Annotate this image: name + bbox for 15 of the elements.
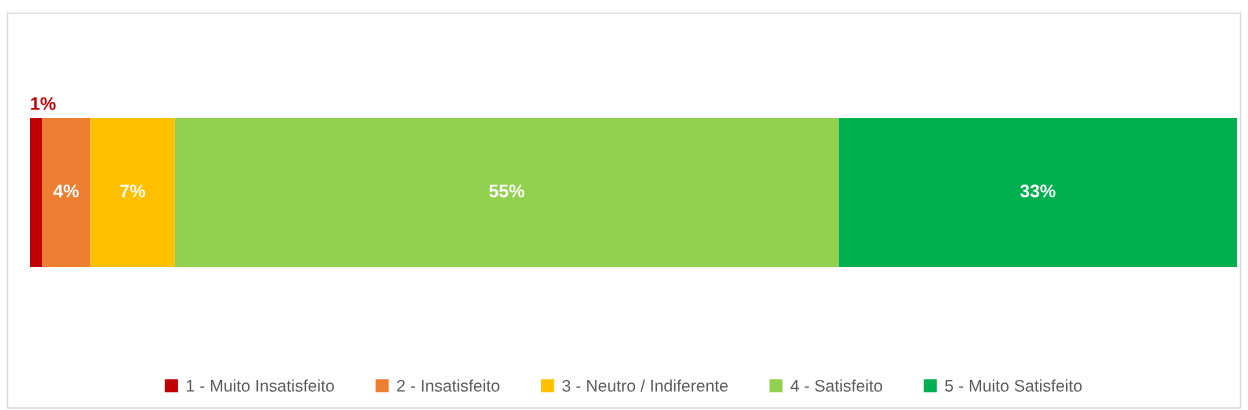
bar	[90, 118, 175, 267]
data-label: 7%	[120, 184, 146, 198]
data-label: 4%	[53, 184, 79, 198]
legend-label: 1 - Muito Insatisfeito	[186, 379, 334, 392]
data-label: 33%	[1020, 184, 1056, 198]
legend-label: 5 - Muito Satisfeito	[945, 379, 1082, 392]
bar	[174, 118, 839, 267]
bar	[30, 118, 43, 267]
legend-label: 3 - Neutro / Indiferente	[562, 379, 728, 392]
bar	[42, 118, 91, 267]
data-label: 55%	[489, 184, 525, 198]
data-label: 1%	[31, 97, 56, 110]
legend-label: 2 - Insatisfeito	[397, 379, 500, 392]
legend-label: 4 - Satisfeito	[790, 379, 883, 392]
bar	[838, 118, 1237, 267]
